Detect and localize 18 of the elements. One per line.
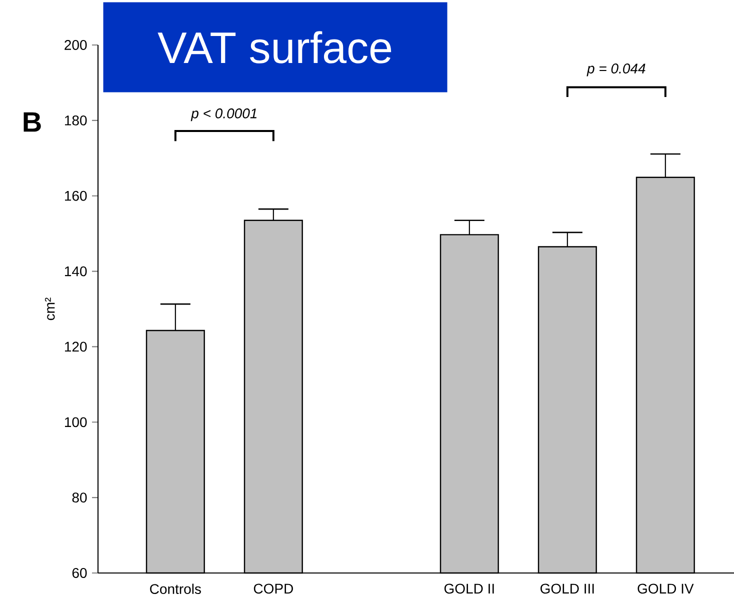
y-tick-label: 200	[64, 40, 87, 50]
x-tick-label: GOLD II	[444, 584, 494, 594]
y-tick-label: 100	[65, 417, 87, 428]
y-tick-label: 80	[72, 492, 87, 503]
y-tick-label: 180	[65, 115, 87, 126]
x-tick-label: Controls	[150, 584, 201, 594]
annotation: p < 0.0001	[190, 108, 257, 122]
x-tick-label: GOLD III	[540, 584, 594, 594]
x-tick-label: COPD	[254, 584, 293, 594]
y-tick-label: 120	[65, 342, 87, 352]
y-tick-label: 60	[72, 568, 87, 578]
chart-title: VAT surface	[158, 31, 392, 64]
y-axis-title: cm²	[44, 298, 55, 320]
y-tick-label: 140	[65, 266, 87, 276]
annotation: p = 0.044	[586, 64, 646, 76]
y-tick-label: 160	[65, 190, 87, 201]
text: B	[24, 112, 41, 132]
x-tick-label: GOLD IV	[638, 584, 694, 594]
